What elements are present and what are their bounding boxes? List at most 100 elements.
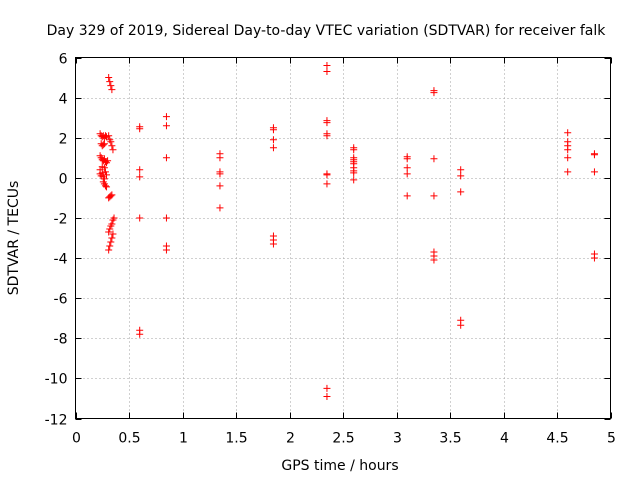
data-point bbox=[430, 155, 438, 163]
chart-title: Day 329 of 2019, Sidereal Day-to-day VTE… bbox=[47, 23, 607, 39]
data-point bbox=[106, 242, 114, 250]
data-point bbox=[323, 180, 331, 188]
data-point bbox=[323, 171, 331, 179]
y-tick-label: 2 bbox=[59, 132, 68, 148]
data-point bbox=[99, 141, 107, 149]
data-point bbox=[106, 78, 114, 86]
y-tick-label: -4 bbox=[54, 252, 68, 268]
data-point bbox=[101, 182, 109, 190]
data-point bbox=[403, 164, 411, 172]
y-tick-label: -2 bbox=[54, 212, 68, 228]
data-point bbox=[106, 225, 114, 233]
data-point bbox=[103, 171, 111, 179]
data-point bbox=[136, 125, 144, 133]
data-point bbox=[430, 89, 438, 97]
data-point bbox=[269, 136, 277, 144]
data-point bbox=[564, 154, 572, 162]
data-point bbox=[403, 170, 411, 178]
x-tick-label: 0.5 bbox=[118, 431, 140, 447]
data-point bbox=[590, 151, 598, 159]
data-point bbox=[107, 82, 115, 90]
data-point bbox=[136, 330, 144, 338]
y-axis-label: SDTVAR / TECUs bbox=[6, 181, 22, 296]
data-point bbox=[136, 173, 144, 181]
data-point bbox=[323, 132, 331, 140]
data-point bbox=[109, 230, 117, 238]
data-point bbox=[108, 191, 116, 199]
y-tick-label: 0 bbox=[59, 172, 68, 188]
data-point bbox=[269, 240, 277, 248]
data-point bbox=[269, 144, 277, 152]
data-point bbox=[108, 220, 116, 228]
x-tick-label: 0 bbox=[72, 431, 81, 447]
data-point bbox=[109, 146, 117, 154]
data-point bbox=[100, 164, 108, 172]
data-point bbox=[105, 246, 113, 254]
data-point bbox=[323, 68, 331, 76]
data-point bbox=[323, 392, 331, 400]
data-point bbox=[403, 192, 411, 200]
data-point bbox=[216, 170, 224, 178]
data-points bbox=[96, 62, 598, 400]
data-point bbox=[457, 321, 465, 329]
x-tick-label: 5 bbox=[607, 431, 616, 447]
x-tick-label: 1.5 bbox=[225, 431, 247, 447]
grid-lines bbox=[75, 57, 611, 419]
data-point bbox=[162, 246, 170, 254]
data-point bbox=[105, 228, 113, 236]
data-point bbox=[216, 182, 224, 190]
data-point bbox=[350, 169, 358, 177]
data-point bbox=[564, 129, 572, 137]
x-tick-label: 3.5 bbox=[439, 431, 461, 447]
y-tick-label: 6 bbox=[59, 52, 68, 68]
data-point bbox=[100, 140, 108, 148]
data-point bbox=[136, 166, 144, 174]
data-point bbox=[107, 238, 115, 246]
data-point bbox=[108, 86, 116, 94]
data-point bbox=[323, 62, 331, 70]
x-tick-label: 4.5 bbox=[546, 431, 568, 447]
data-point bbox=[162, 122, 170, 130]
data-point bbox=[108, 142, 116, 150]
x-tick-label: 3 bbox=[393, 431, 402, 447]
data-point bbox=[564, 146, 572, 154]
data-point bbox=[457, 166, 465, 174]
x-tick-label: 2.5 bbox=[332, 431, 354, 447]
data-point bbox=[104, 157, 112, 165]
data-point bbox=[105, 132, 113, 140]
data-point bbox=[107, 192, 115, 200]
x-axis-label: GPS time / hours bbox=[281, 458, 398, 474]
y-tick-label: -8 bbox=[54, 332, 68, 348]
data-point bbox=[350, 146, 358, 154]
data-point bbox=[105, 74, 113, 82]
data-point bbox=[590, 168, 598, 176]
y-tick-label: -6 bbox=[54, 292, 68, 308]
axis-ticks: 0 0.5 1 1.5 2 2.5 3 3.5 4 4.5 5 -12 -10 -8 -6 -4 -2 0 2 4 6 bbox=[45, 52, 616, 447]
data-point bbox=[108, 234, 116, 242]
data-point bbox=[162, 113, 170, 121]
x-tick-label: 1 bbox=[179, 431, 188, 447]
x-tick-label: 2 bbox=[286, 431, 295, 447]
y-tick-label: 4 bbox=[59, 92, 68, 108]
data-point bbox=[136, 214, 144, 222]
data-point bbox=[110, 214, 118, 222]
data-point bbox=[216, 154, 224, 162]
data-point bbox=[101, 168, 109, 176]
data-point bbox=[430, 192, 438, 200]
data-point bbox=[162, 214, 170, 222]
data-point bbox=[457, 188, 465, 196]
plot-frame bbox=[75, 57, 611, 419]
data-point bbox=[590, 254, 598, 262]
data-point bbox=[457, 172, 465, 180]
y-tick-label: -10 bbox=[45, 372, 68, 388]
data-point bbox=[323, 119, 331, 127]
data-point bbox=[350, 176, 358, 184]
data-point bbox=[403, 155, 411, 163]
data-point bbox=[430, 256, 438, 264]
data-point bbox=[162, 154, 170, 162]
data-point bbox=[103, 183, 111, 191]
x-tick-label: 4 bbox=[500, 431, 509, 447]
data-point bbox=[323, 384, 331, 392]
data-point bbox=[269, 126, 277, 134]
